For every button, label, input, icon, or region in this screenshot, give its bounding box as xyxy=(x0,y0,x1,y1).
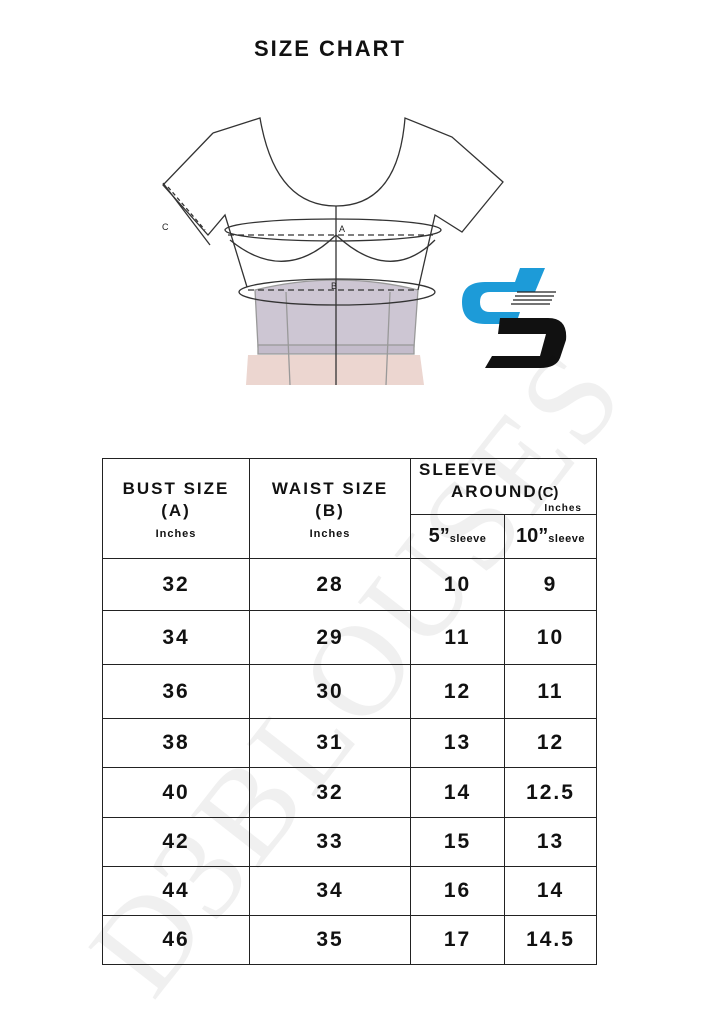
table-cell: 32 xyxy=(102,558,250,611)
table-row: 32 28 10 9 xyxy=(102,558,597,611)
sleeve-sub: (C) xyxy=(537,484,559,501)
table-cell: 14.5 xyxy=(504,915,597,965)
table-cell: 17 xyxy=(410,915,505,965)
table-cell: 14 xyxy=(410,767,505,818)
col-num: 10” xyxy=(516,525,549,547)
table-row: 34 29 11 10 xyxy=(102,610,597,665)
table-row: 44 34 16 14 xyxy=(102,866,597,916)
table-cell: 36 xyxy=(102,664,250,719)
table-cell: 34 xyxy=(102,610,250,665)
table-cell: 28 xyxy=(249,558,411,611)
table-cell: 33 xyxy=(249,817,411,867)
table-cell: 10 xyxy=(504,610,597,665)
table-cell: 9 xyxy=(504,558,597,611)
table-cell: 13 xyxy=(504,817,597,867)
table-cell: 12 xyxy=(504,718,597,768)
table-cell: 13 xyxy=(410,718,505,768)
bust-label: BUST SIZE xyxy=(122,478,230,498)
table-row: 42 33 15 13 xyxy=(102,817,597,867)
table-cell: 40 xyxy=(102,767,250,818)
table-row: 46 35 17 14.5 xyxy=(102,915,597,965)
blouse-outline xyxy=(162,117,504,291)
brand-logo xyxy=(462,268,567,368)
table-row: 38 31 13 12 xyxy=(102,718,597,768)
col-suffix: sleeve xyxy=(548,533,585,545)
col-suffix: sleeve xyxy=(449,533,487,545)
table-cell: 16 xyxy=(410,866,505,916)
table-cell: 34 xyxy=(249,866,411,916)
waist-label: WAIST SIZE xyxy=(271,478,389,498)
page-title: SIZE CHART xyxy=(254,36,406,61)
table-cell: 11 xyxy=(410,610,505,665)
table-cell: 30 xyxy=(249,664,411,719)
bust-sub: (A) xyxy=(161,500,191,520)
table-cell: 15 xyxy=(410,817,505,867)
col-num: 5” xyxy=(428,525,450,547)
header-waist: WAIST SIZE (B) Inches xyxy=(249,458,411,559)
header-10-sleeve: 10”sleeve xyxy=(504,514,597,559)
waist-unit: Inches xyxy=(309,527,351,540)
table-cell: 32 xyxy=(249,767,411,818)
table-cell: 35 xyxy=(249,915,411,965)
table-cell: 44 xyxy=(102,866,250,916)
table-cell: 38 xyxy=(102,718,250,768)
table-cell: 12.5 xyxy=(504,767,597,818)
table-cell: 11 xyxy=(504,664,597,719)
table-row: 36 30 12 11 xyxy=(102,664,597,719)
table-cell: 29 xyxy=(249,610,411,665)
table-cell: 31 xyxy=(249,718,411,768)
blouse-diagram: A B C xyxy=(162,117,567,386)
header-5-sleeve: 5”sleeve xyxy=(410,514,505,559)
label-a: A xyxy=(339,224,345,234)
table-cell: 42 xyxy=(102,817,250,867)
size-table: BUST SIZE (A) Inches WAIST SIZE (B) Inch… xyxy=(102,458,597,965)
header-sleeve: SLEEVE AROUND(C) Inches xyxy=(410,458,597,515)
label-b: B xyxy=(331,281,337,291)
table-cell: 12 xyxy=(410,664,505,719)
label-c: C xyxy=(162,222,169,232)
bust-unit: Inches xyxy=(155,527,197,540)
skirt-area xyxy=(246,355,424,385)
header-bust: BUST SIZE (A) Inches xyxy=(102,458,250,559)
sleeve-label2: AROUND xyxy=(451,482,538,501)
sleeve-label1: SLEEVE xyxy=(419,460,499,479)
table-cell: 14 xyxy=(504,866,597,916)
sleeve-unit: Inches xyxy=(544,503,582,514)
waist-sub: (B) xyxy=(315,500,345,520)
table-cell: 46 xyxy=(102,915,250,965)
table-row: 40 32 14 12.5 xyxy=(102,767,597,818)
table-cell: 10 xyxy=(410,558,505,611)
